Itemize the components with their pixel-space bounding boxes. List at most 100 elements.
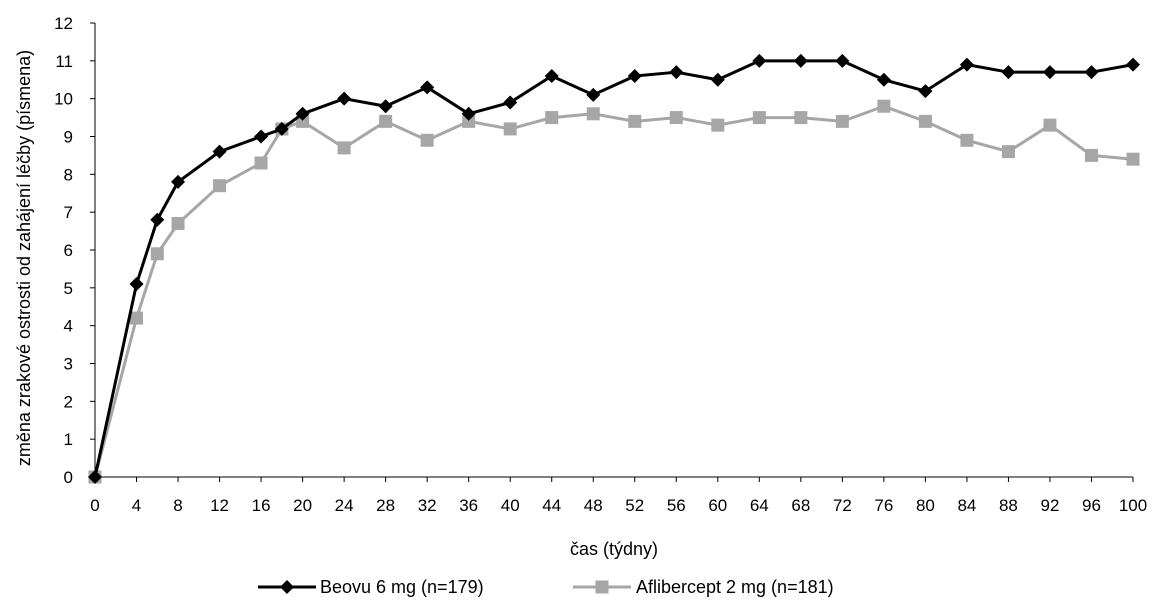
x-tick-label: 60 [708,496,727,515]
data-point [420,80,435,95]
data-point [752,53,767,68]
legend-swatch-marker [280,580,294,594]
x-tick-label: 76 [874,496,893,515]
y-tick-label: 8 [64,165,73,184]
data-point [150,212,165,227]
data-point [274,121,289,136]
y-tick-label: 12 [54,14,73,33]
data-point [254,129,269,144]
y-tick-label: 9 [64,128,73,147]
data-point [711,118,725,132]
legend-item-1: Beovu 6 mg (n=179) [258,577,484,597]
x-tick-label: 16 [252,496,271,515]
data-point [212,144,227,159]
x-tick-label: 24 [335,496,354,515]
data-point [171,217,185,231]
data-point [710,72,725,87]
y-tick-label: 11 [55,52,73,71]
data-point [130,311,144,325]
data-point [1084,148,1098,162]
data-point [628,114,642,128]
data-point [378,99,393,114]
data-point [503,122,517,136]
x-tick-label: 64 [750,496,769,515]
data-point [627,68,642,83]
legend-item-2: Aflibercept 2 mg (n=181) [573,577,834,597]
data-point [959,57,974,72]
data-point [752,111,766,125]
data-point [379,114,393,128]
data-point [918,114,932,128]
y-axis-title: změna zrakové ostrosti od zahájení léčby… [14,50,34,466]
x-tick-label: 96 [1082,496,1101,515]
x-tick-label: 88 [999,496,1018,515]
axes [94,23,1133,478]
data-point [171,174,186,189]
x-tick-label: 0 [90,496,99,515]
data-point [876,72,891,87]
series-layer [88,53,1140,484]
y-tick-label: 4 [64,317,73,336]
legend-swatch-marker [595,580,609,594]
x-tick-label: 80 [916,496,935,515]
x-tick-label: 20 [293,496,312,515]
y-tick-label: 10 [54,90,73,109]
x-tick-label: 84 [957,496,976,515]
x-tick-labels: 0 4 8 12 16 20 24 28 32 36 40 44 48 52 56 60 64 68 72 76 80 8… [90,477,1147,515]
x-tick-label: 100 [1119,496,1147,515]
x-tick-label: 36 [459,496,478,515]
data-point [544,68,559,83]
data-point [669,111,683,125]
x-tick-label: 92 [1040,496,1059,515]
data-point [295,106,310,121]
data-point [835,53,850,68]
data-point [586,87,601,102]
data-point [1001,145,1015,159]
data-point [461,106,476,121]
data-point [213,179,227,193]
data-point [503,95,518,110]
y-tick-label: 3 [64,355,73,374]
data-point [1126,57,1140,72]
y-tick-label: 0 [64,468,73,487]
x-tick-label: 48 [584,496,603,515]
data-point [793,53,808,68]
data-point [1001,65,1016,80]
data-point [337,91,352,106]
data-point [254,156,268,170]
series-line [93,59,1134,478]
data-point [1042,65,1057,80]
x-tick-label: 32 [418,496,437,515]
y-tick-label: 1 [64,430,73,449]
data-point [150,247,164,261]
legend-label: Aflibercept 2 mg (n=181) [636,577,834,597]
data-point [960,133,974,147]
data-point [1126,152,1140,166]
data-point [337,141,351,155]
data-point [1084,65,1099,80]
legend-label: Beovu 6 mg (n=179) [320,577,484,597]
data-point [794,111,808,125]
y-tick-label: 6 [64,241,73,260]
data-point [918,84,933,99]
data-point [88,470,102,484]
x-tick-label: 44 [542,496,561,515]
x-axis-title: čas (týdny) [570,539,658,559]
data-point [462,114,476,128]
data-point [296,114,310,128]
series-1 [88,53,1140,484]
x-tick-label: 12 [210,496,229,515]
x-tick-label: 4 [132,496,141,515]
x-tick-label: 28 [376,496,395,515]
data-point [586,107,600,121]
data-point [420,133,434,147]
y-tick-label: 7 [64,203,73,222]
data-point [877,99,891,113]
x-tick-label: 68 [791,496,810,515]
data-point [669,65,684,80]
data-point [129,277,144,292]
x-tick-label: 56 [667,496,686,515]
series-line [93,104,1134,478]
